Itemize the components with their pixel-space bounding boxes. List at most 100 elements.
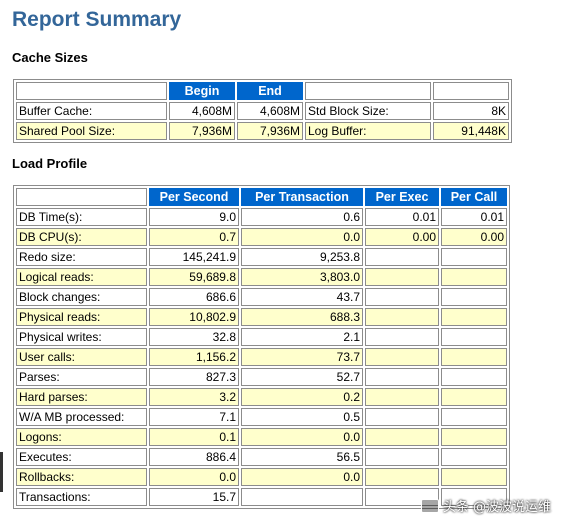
cache-row-value: 7,936M	[169, 122, 235, 140]
load-table-row: Physical reads: 10,802.9 688.3	[16, 308, 507, 326]
load-row-value	[441, 468, 507, 486]
cache-row-value: 8K	[433, 102, 509, 120]
load-row-label: Block changes:	[16, 288, 147, 306]
cache-row-label: Std Block Size:	[305, 102, 431, 120]
load-row-value: 0.5	[241, 408, 363, 426]
page-title: Report Summary	[12, 8, 182, 31]
load-row-label: DB Time(s):	[16, 208, 147, 226]
load-row-value: 3.2	[149, 388, 239, 406]
load-row-value	[441, 488, 507, 506]
cache-header-begin: Begin	[169, 82, 235, 100]
load-row-value	[365, 468, 439, 486]
load-row-value	[365, 488, 439, 506]
load-row-value	[441, 348, 507, 366]
load-table-row: DB CPU(s): 0.7 0.0 0.00 0.00	[16, 228, 507, 246]
load-table-row: Parses: 827.3 52.7	[16, 368, 507, 386]
load-profile-table: Per Second Per Transaction Per Exec Per …	[13, 185, 510, 509]
load-table-row: Redo size: 145,241.9 9,253.8	[16, 248, 507, 266]
load-header-per-call: Per Call	[441, 188, 507, 206]
cache-sizes-heading: Cache Sizes	[12, 50, 88, 65]
load-row-value: 0.0	[241, 468, 363, 486]
load-row-value	[441, 388, 507, 406]
load-row-value	[441, 288, 507, 306]
load-table-row: Logons: 0.1 0.0	[16, 428, 507, 446]
load-row-value: 43.7	[241, 288, 363, 306]
load-row-value: 0.6	[241, 208, 363, 226]
load-row-value: 686.6	[149, 288, 239, 306]
cache-header-blank	[16, 82, 167, 100]
load-row-label: Executes:	[16, 448, 147, 466]
load-row-value: 10,802.9	[149, 308, 239, 326]
load-row-value: 0.0	[241, 428, 363, 446]
load-row-value: 0.0	[241, 228, 363, 246]
cache-row-value: 7,936M	[237, 122, 303, 140]
watermark-text: 头条 @波波说运维	[442, 500, 551, 515]
load-row-value: 886.4	[149, 448, 239, 466]
load-table-row: Rollbacks: 0.0 0.0	[16, 468, 507, 486]
load-row-value	[365, 388, 439, 406]
load-header-per-exec: Per Exec	[365, 188, 439, 206]
load-row-value: 0.01	[365, 208, 439, 226]
cache-header-blank	[305, 82, 431, 100]
left-edge-bar	[0, 452, 3, 492]
cache-row-label: Shared Pool Size:	[16, 122, 167, 140]
cache-row-value: 4,608M	[169, 102, 235, 120]
load-row-value	[365, 408, 439, 426]
load-row-label: Hard parses:	[16, 388, 147, 406]
cache-header-end: End	[237, 82, 303, 100]
load-table-row: Block changes: 686.6 43.7	[16, 288, 507, 306]
load-row-label: Logons:	[16, 428, 147, 446]
load-row-label: W/A MB processed:	[16, 408, 147, 426]
load-row-label: Redo size:	[16, 248, 147, 266]
load-row-value: 688.3	[241, 308, 363, 326]
load-row-value	[365, 448, 439, 466]
load-header-per-second: Per Second	[149, 188, 239, 206]
load-row-label: Parses:	[16, 368, 147, 386]
load-row-label: Rollbacks:	[16, 468, 147, 486]
load-profile-heading: Load Profile	[12, 156, 88, 171]
load-row-label: Physical reads:	[16, 308, 147, 326]
load-row-value	[365, 368, 439, 386]
load-row-value: 0.2	[241, 388, 363, 406]
load-row-value: 15.7	[149, 488, 239, 506]
load-row-value: 9.0	[149, 208, 239, 226]
load-row-value	[441, 268, 507, 286]
load-row-value	[365, 328, 439, 346]
load-row-value: 827.3	[149, 368, 239, 386]
load-row-value: 0.1	[149, 428, 239, 446]
load-row-label: DB CPU(s):	[16, 228, 147, 246]
load-row-value	[365, 308, 439, 326]
load-row-value: 145,241.9	[149, 248, 239, 266]
load-table-row: Executes: 886.4 56.5	[16, 448, 507, 466]
load-table-row: Logical reads: 59,689.8 3,803.0	[16, 268, 507, 286]
load-row-value: 73.7	[241, 348, 363, 366]
cache-table-row: Shared Pool Size: 7,936M 7,936M Log Buffer:…	[16, 122, 509, 140]
load-row-value	[441, 368, 507, 386]
load-row-value: 59,689.8	[149, 268, 239, 286]
load-row-value	[365, 248, 439, 266]
load-row-value: 0.00	[441, 228, 507, 246]
load-table-row: Hard parses: 3.2 0.2	[16, 388, 507, 406]
load-row-label: User calls:	[16, 348, 147, 366]
cache-sizes-table: Begin End Buffer Cache: 4,608M 4,608M Std B…	[13, 79, 512, 143]
toutiao-logo-icon	[420, 498, 439, 513]
load-row-label: Physical writes:	[16, 328, 147, 346]
load-table-row: Transactions: 15.7	[16, 488, 507, 506]
load-row-value	[441, 248, 507, 266]
load-row-value: 7.1	[149, 408, 239, 426]
load-table-row: Physical writes: 32.8 2.1	[16, 328, 507, 346]
load-row-value: 1,156.2	[149, 348, 239, 366]
load-row-value	[441, 308, 507, 326]
cache-row-value: 91,448K	[433, 122, 509, 140]
load-table-row: W/A MB processed: 7.1 0.5	[16, 408, 507, 426]
load-row-value: 0.01	[441, 208, 507, 226]
load-row-label: Transactions:	[16, 488, 147, 506]
load-row-value: 2.1	[241, 328, 363, 346]
load-row-value	[241, 488, 363, 506]
load-table-row: DB Time(s): 9.0 0.6 0.01 0.01	[16, 208, 507, 226]
load-row-value	[365, 428, 439, 446]
load-row-value	[365, 348, 439, 366]
load-row-value: 32.8	[149, 328, 239, 346]
cache-row-value: 4,608M	[237, 102, 303, 120]
load-row-value	[441, 448, 507, 466]
